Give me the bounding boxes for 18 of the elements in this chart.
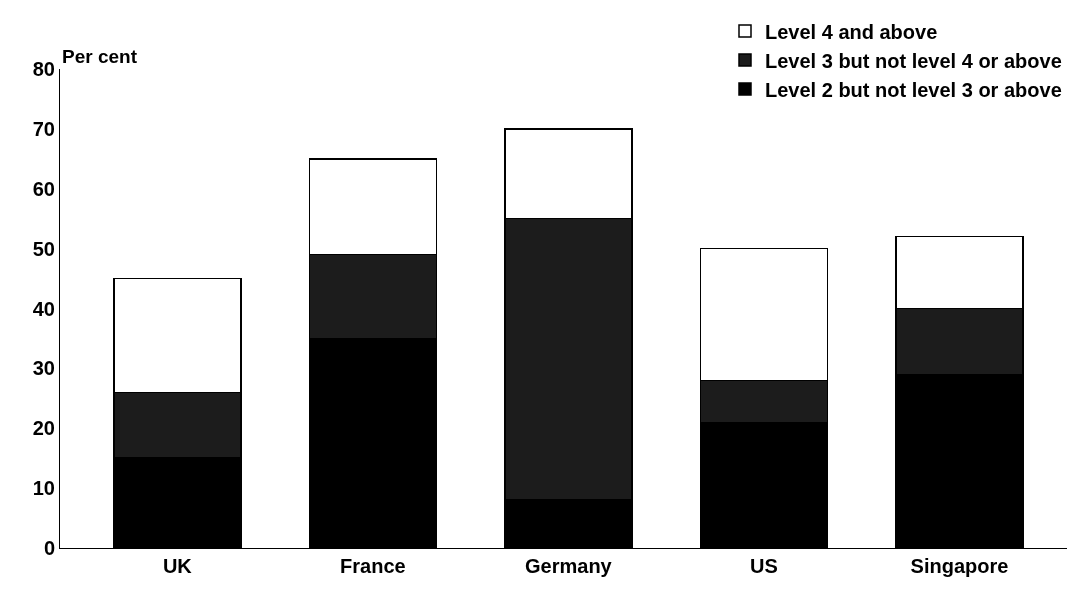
- y-tick-label: 20: [32, 417, 55, 440]
- legend-label: Level 2 but not level 3 or above: [765, 78, 1062, 101]
- y-tick-label: 70: [32, 117, 55, 140]
- x-tick-label: Singapore: [910, 555, 1009, 577]
- y-tick-label: 50: [32, 237, 55, 260]
- x-tick-label: Germany: [525, 555, 613, 577]
- x-tick-label: France: [340, 555, 406, 577]
- y-tick-label: 10: [32, 477, 55, 500]
- x-tick-label: UK: [162, 555, 193, 577]
- y-tick-label: 0: [43, 537, 55, 559]
- y-tick-label: 30: [32, 357, 55, 380]
- y-tick-label: 40: [32, 297, 55, 320]
- x-tick-label: US: [750, 555, 778, 577]
- y-tick-label: 60: [32, 177, 55, 200]
- legend-label: Level 4 and above: [765, 20, 938, 43]
- y-tick-label: 80: [32, 58, 55, 80]
- y-axis-title: Per cent: [62, 46, 138, 67]
- legend-label: Level 3 but not level 4 or above: [765, 49, 1062, 72]
